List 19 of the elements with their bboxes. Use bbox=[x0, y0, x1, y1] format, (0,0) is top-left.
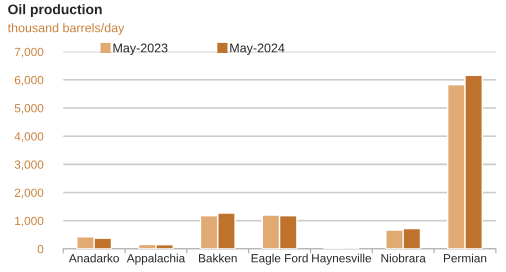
x-tick-label: Haynesville bbox=[312, 254, 372, 265]
y-tick-label: 6,000 bbox=[14, 76, 44, 86]
x-tick-label: Bakken bbox=[199, 254, 237, 262]
y-tick-label: 3,000 bbox=[14, 160, 44, 170]
y-tick-label: 4,000 bbox=[14, 132, 44, 142]
legend-label: May-2024 bbox=[230, 44, 285, 55]
y-tick-label: 5,000 bbox=[14, 104, 44, 114]
chart-subtitle: thousand barrels/day bbox=[8, 23, 124, 35]
x-tick-label: Eagle Ford bbox=[252, 254, 308, 265]
y-tick-label: 7,000 bbox=[14, 48, 44, 58]
y-tick-label: 0 bbox=[38, 244, 44, 254]
chart-title: Oil production bbox=[8, 4, 102, 18]
x-tick-label: Appalachia bbox=[126, 254, 186, 265]
legend-label: May-2023 bbox=[113, 44, 168, 55]
y-tick-label: 1,000 bbox=[15, 216, 44, 226]
y-tick-label: 2,000 bbox=[14, 188, 44, 198]
x-tick-label: Niobrara bbox=[382, 254, 426, 262]
x-tick-label: Anadarko bbox=[68, 254, 119, 262]
x-tick-label: Permian bbox=[444, 254, 486, 262]
